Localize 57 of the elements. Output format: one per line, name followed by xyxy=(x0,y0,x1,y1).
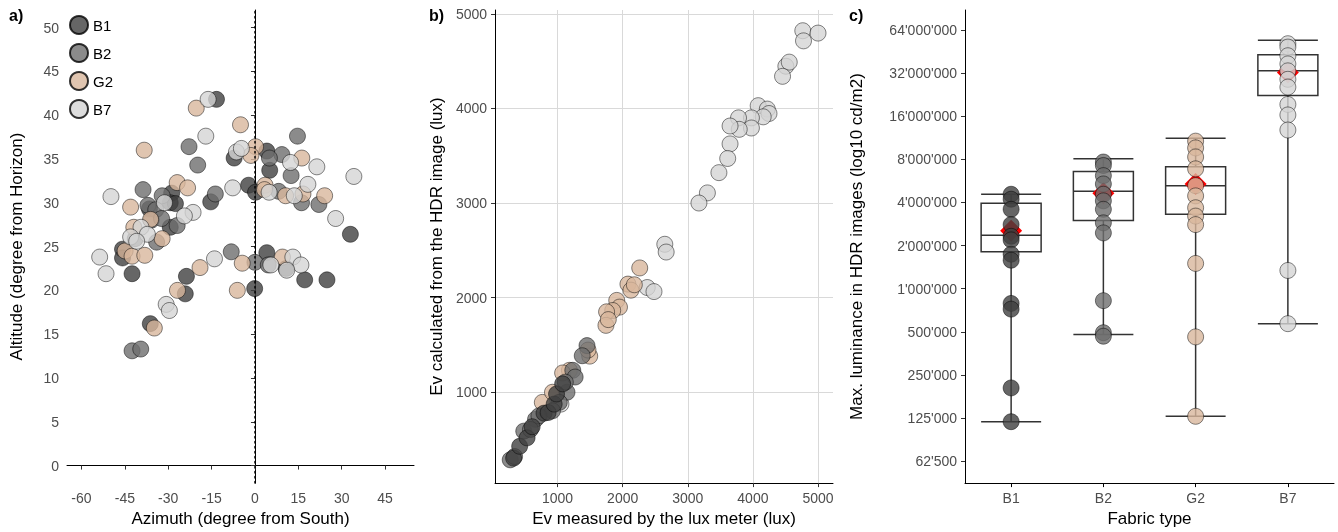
chart-title: b) xyxy=(429,6,445,24)
legend-label: B2 xyxy=(93,44,112,62)
y-tick-label: 15 xyxy=(43,326,60,343)
y-tick-label: 3000 xyxy=(455,195,488,212)
chart-title: c) xyxy=(849,6,864,24)
x-tick-label: G2 xyxy=(1186,490,1206,507)
y-tick-label: 2'000'000 xyxy=(897,237,958,254)
y-tick-label: 40 xyxy=(43,107,60,124)
x-tick-label: 1000 xyxy=(541,490,574,507)
y-tick-label: 1000 xyxy=(455,384,488,401)
x-tick-label: 15 xyxy=(290,490,307,507)
y-tick-label: 32'000'000 xyxy=(889,64,958,81)
x-tick-label: 3000 xyxy=(672,490,704,507)
y-axis-title: Altitude (degree from Horizon) xyxy=(7,132,26,361)
x-axis-title: Ev measured by the lux meter (lux) xyxy=(532,509,796,528)
x-tick-label: B2 xyxy=(1094,490,1113,507)
y-tick-label: 5000 xyxy=(455,5,488,22)
chart-title: a) xyxy=(9,6,24,24)
x-tick-label: B7 xyxy=(1279,490,1297,507)
y-tick-label: 16'000'000 xyxy=(889,108,958,125)
y-tick-label: 500'000 xyxy=(907,323,958,340)
legend-label: G2 xyxy=(93,72,114,90)
x-tick-label: 2000 xyxy=(607,490,639,507)
y-axis-title: Max. luminance in HDR images (log10 cd/m2) xyxy=(847,73,866,420)
y-tick-label: 4'000'000 xyxy=(897,194,958,211)
y-tick-label: 30 xyxy=(43,194,60,211)
x-tick-label: B1 xyxy=(1002,490,1020,507)
x-tick-label: 30 xyxy=(333,490,350,507)
y-tick-label: 8'000'000 xyxy=(897,151,958,168)
x-tick-label: 45 xyxy=(377,490,394,507)
x-tick-label: 5000 xyxy=(802,490,834,507)
y-tick-label: 35 xyxy=(43,150,60,167)
y-tick-label: 10 xyxy=(43,369,60,386)
y-tick-label: 62'500 xyxy=(915,453,958,470)
y-tick-label: 50 xyxy=(43,19,60,36)
y-tick-label: 4000 xyxy=(455,100,488,117)
x-tick-label: -45 xyxy=(114,490,136,507)
y-tick-label: 25 xyxy=(43,238,60,255)
x-tick-label: 0 xyxy=(251,490,260,507)
y-tick-label: 250'000 xyxy=(907,366,958,383)
y-tick-label: 5 xyxy=(51,413,60,430)
x-axis-title: Fabric type xyxy=(1107,509,1192,528)
y-tick-label: 1'000'000 xyxy=(897,280,958,297)
y-tick-label: 64'000'000 xyxy=(889,21,958,38)
y-tick-label: 125'000 xyxy=(907,410,958,427)
y-axis-title: Ev calculated from the HDR image (lux) xyxy=(427,97,446,396)
y-tick-label: 0 xyxy=(51,457,60,474)
x-tick-label: 4000 xyxy=(737,490,769,507)
x-tick-label: -15 xyxy=(201,490,222,507)
y-tick-label: 2000 xyxy=(455,289,488,306)
x-tick-label: -60 xyxy=(71,490,92,507)
y-tick-label: 20 xyxy=(43,282,60,299)
x-axis-title: Azimuth (degree from South) xyxy=(131,509,350,528)
legend-label: B7 xyxy=(93,100,112,118)
x-tick-label: -30 xyxy=(158,490,179,507)
y-tick-label: 45 xyxy=(43,63,60,80)
legend-label: B1 xyxy=(93,16,112,34)
